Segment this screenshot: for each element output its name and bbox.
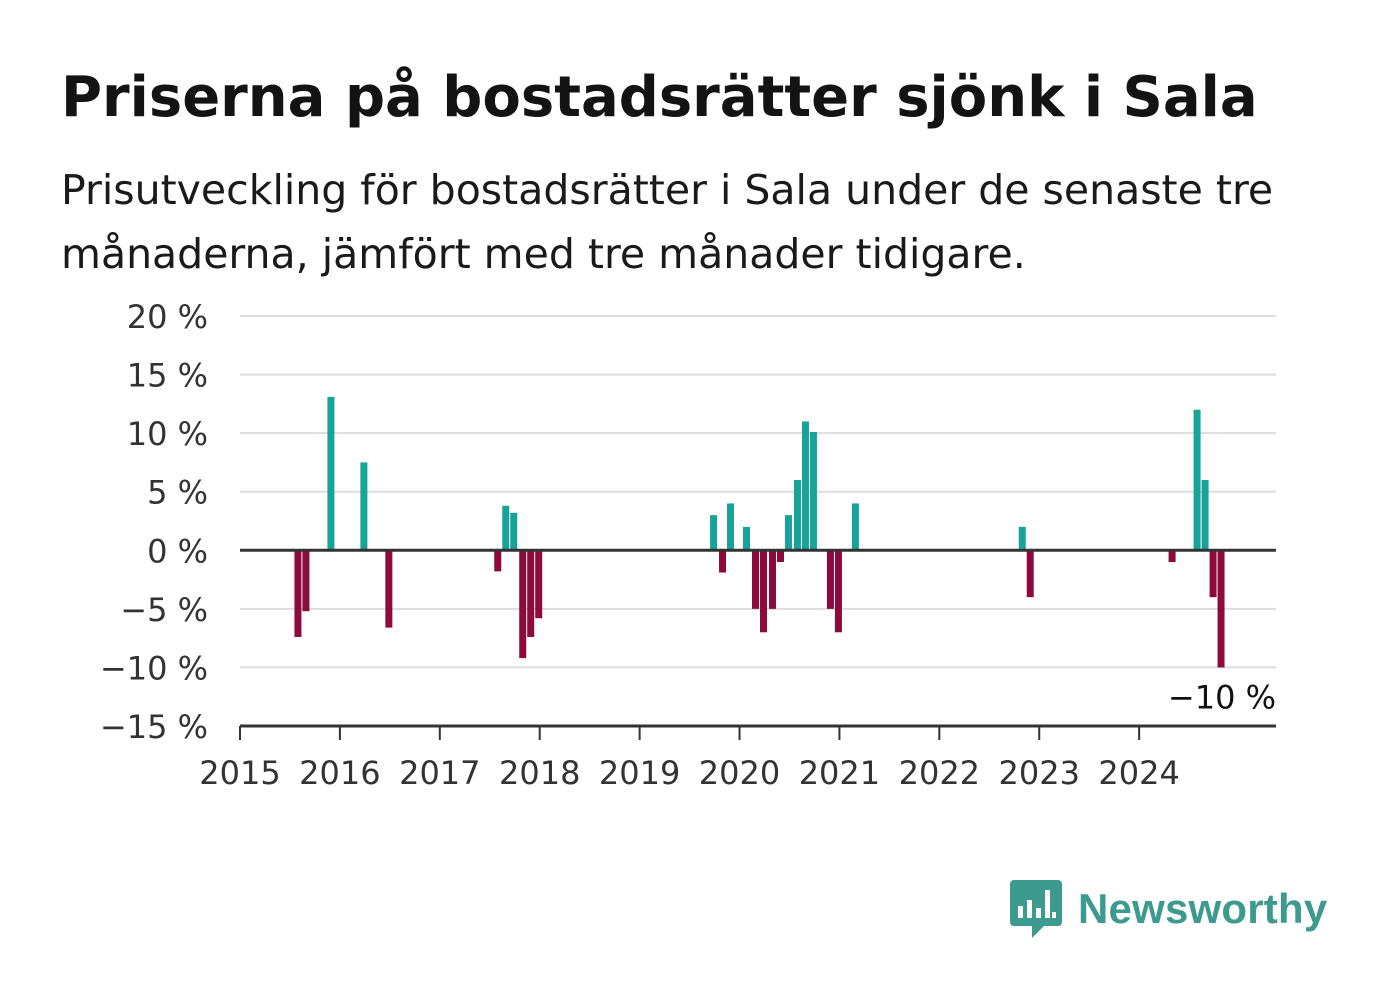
bar [510, 512, 518, 551]
bar [759, 550, 767, 633]
bar [719, 550, 727, 573]
y-tick-label: 5 % [147, 474, 208, 512]
bar [834, 550, 842, 633]
x-tick-label: 2021 [799, 754, 880, 792]
y-tick-label: −10 % [100, 649, 208, 687]
bar [793, 480, 801, 551]
bar [502, 505, 510, 551]
x-tick-label: 2017 [399, 754, 480, 792]
y-tick-label: 10 % [127, 415, 208, 453]
bar [727, 503, 735, 551]
gridlines [240, 315, 1276, 669]
annotations: −10 % [1168, 678, 1276, 716]
x-tick-label: 2023 [999, 754, 1080, 792]
bar [710, 515, 718, 551]
y-tick-label: 15 % [127, 357, 208, 395]
bar [360, 462, 368, 551]
bar [1193, 409, 1201, 551]
bar [494, 550, 502, 572]
brand-name: Newsworthy [1078, 885, 1328, 932]
bar [519, 550, 527, 659]
data-label: −10 % [1168, 678, 1276, 716]
bar [1026, 550, 1034, 598]
x-tick-labels: 2015 2016 2017 2018 2019 2020 2021 2022 2023 2024 [199, 754, 1180, 792]
y-tick-label: 0 % [147, 532, 208, 570]
bar [385, 550, 393, 628]
bar [851, 503, 859, 551]
x-tick-label: 2020 [699, 754, 780, 792]
bar [826, 550, 834, 609]
x-tick-label: 2022 [899, 754, 980, 792]
chart-title: Priserna på bostadsrätter sjönk i Sala [61, 65, 1258, 130]
x-tick-label: 2019 [599, 754, 680, 792]
bar [752, 550, 760, 609]
brand-logo: Newsworthy [1010, 878, 1327, 940]
bar [776, 550, 784, 562]
newsworthy-logo-icon [1010, 880, 1062, 938]
bar [1217, 550, 1225, 668]
bar [535, 550, 543, 619]
bar [1201, 480, 1209, 551]
x-tick-label: 2015 [199, 754, 280, 792]
bar [1168, 550, 1176, 562]
axes [239, 548, 1276, 740]
bar [743, 526, 751, 551]
x-tick-label: 2018 [499, 754, 580, 792]
y-tick-label: 20 % [127, 298, 208, 336]
x-tick-label: 2016 [299, 754, 380, 792]
x-tick-label: 2024 [1098, 754, 1179, 792]
bar [1209, 550, 1217, 598]
bar [809, 431, 817, 551]
bar [294, 550, 302, 637]
chart-subtitle: Prisutveckling för bostadsrätter i Sala … [61, 166, 1274, 278]
bars [294, 396, 1225, 668]
bar [327, 396, 335, 551]
y-tick-label: −5 % [120, 591, 208, 629]
y-tick-labels: −15 % −10 % −5 % 0 % 5 % 10 % 15 % 20 % [100, 298, 208, 746]
y-tick-label: −15 % [100, 708, 208, 746]
bar [1018, 526, 1026, 551]
bar [801, 421, 809, 551]
bar [784, 515, 792, 551]
bar [302, 550, 310, 612]
bar [527, 550, 535, 637]
bar [768, 550, 776, 609]
